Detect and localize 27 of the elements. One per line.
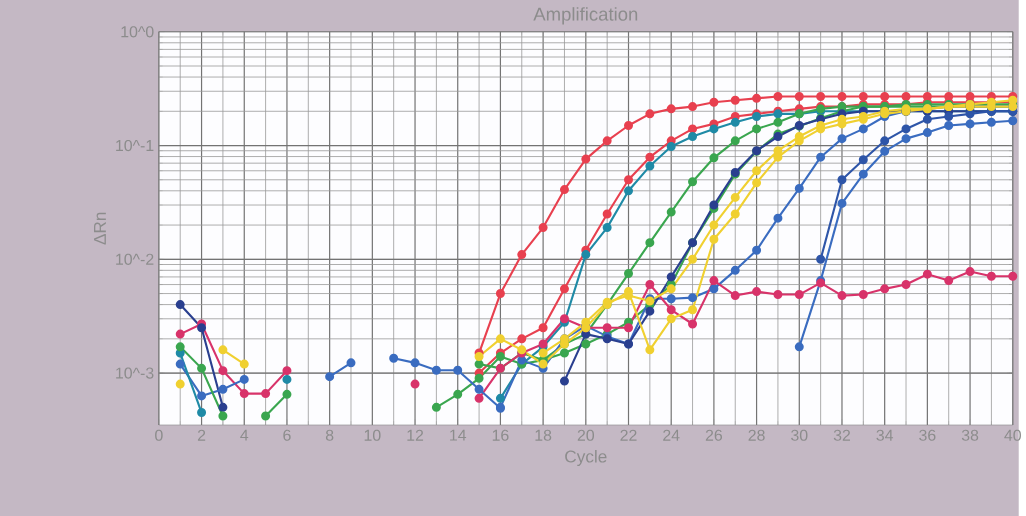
x-tick-label: 32 bbox=[833, 429, 851, 441]
x-tick-label: 6 bbox=[283, 429, 291, 441]
x-tick-label: 26 bbox=[705, 429, 723, 441]
x-tick-label: 16 bbox=[492, 429, 509, 441]
x-tick-label: 2 bbox=[197, 429, 206, 441]
x-axis-title: Cycle bbox=[565, 449, 607, 466]
x-tick-label: 34 bbox=[876, 429, 894, 441]
x-tick-label: 38 bbox=[961, 429, 979, 441]
x-tick-label: 20 bbox=[577, 429, 595, 441]
x-tick-label: 30 bbox=[791, 429, 808, 441]
y-tick-label: 10^-2 bbox=[116, 253, 154, 265]
y-axis-title: ΔRn bbox=[94, 212, 106, 245]
x-tick-label: 0 bbox=[155, 429, 163, 441]
x-tick-label: 18 bbox=[535, 429, 552, 441]
x-tick-label: 10 bbox=[364, 429, 381, 441]
x-tick-label: 14 bbox=[450, 429, 467, 441]
x-tick-label: 22 bbox=[620, 429, 637, 441]
y-tick-label: 10^0 bbox=[121, 26, 154, 38]
x-tick-label: 36 bbox=[919, 429, 936, 441]
x-tick-label: 28 bbox=[748, 429, 765, 441]
x-tick-label: 24 bbox=[663, 429, 680, 441]
x-tick-label: 8 bbox=[325, 429, 334, 441]
y-tick-label: 10^-1 bbox=[116, 139, 154, 152]
x-tick-label: 4 bbox=[240, 429, 249, 441]
chart-title: Amplification bbox=[533, 7, 638, 25]
x-tick-label: 12 bbox=[407, 429, 424, 441]
y-tick-label: 10^-3 bbox=[116, 367, 154, 379]
